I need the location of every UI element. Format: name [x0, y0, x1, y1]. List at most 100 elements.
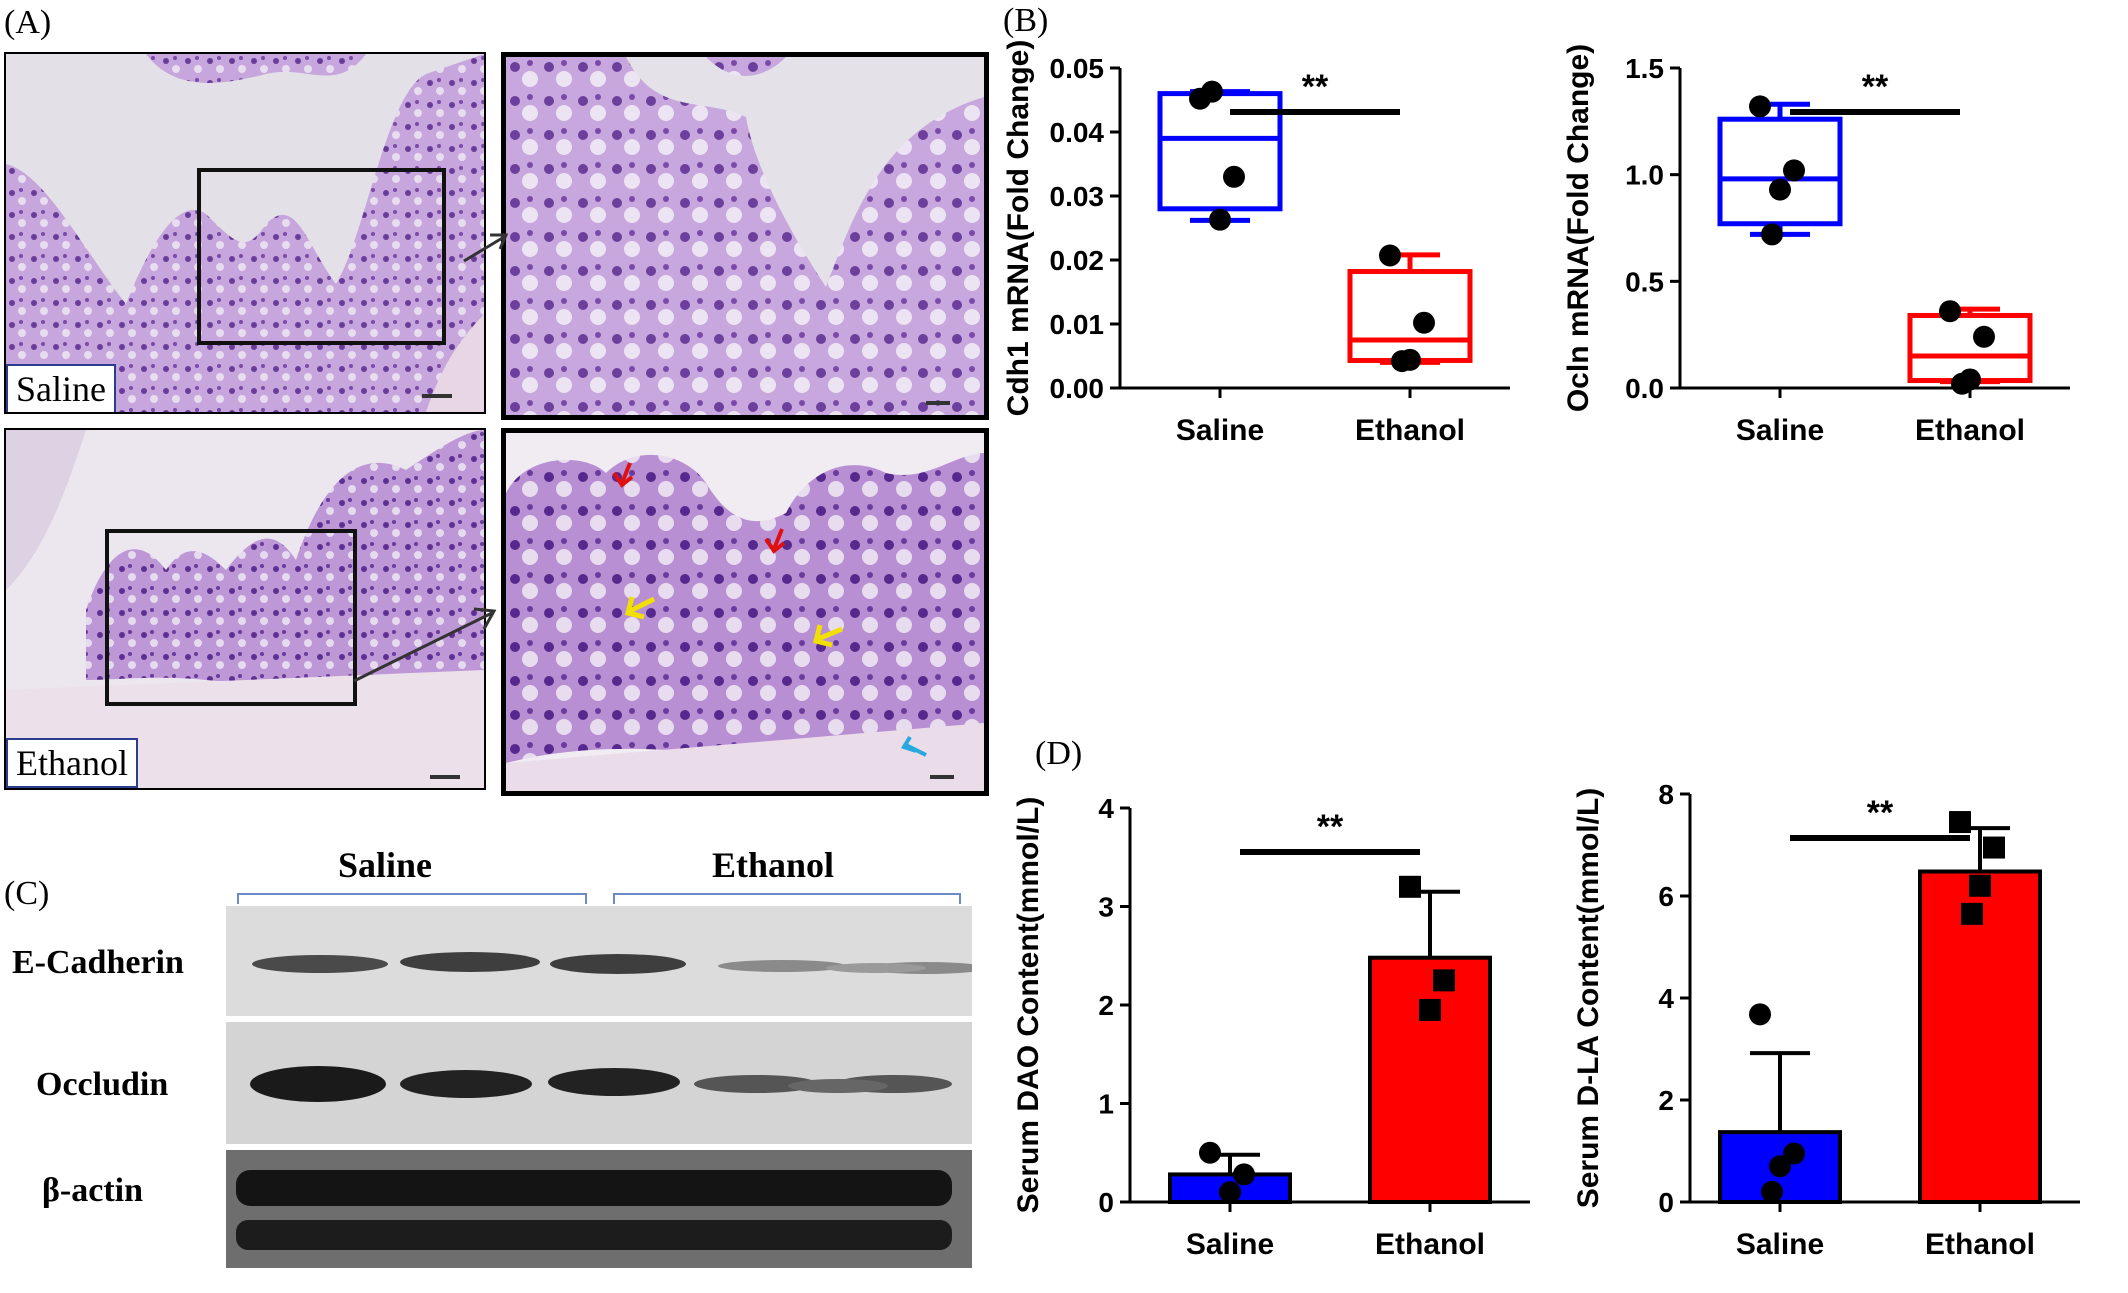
- data-point: [1761, 1180, 1783, 1203]
- blot-group-ethanol: Ethanol: [712, 845, 835, 885]
- data-point: [1783, 159, 1805, 182]
- x-tick-label: Saline: [1736, 414, 1824, 447]
- y-tick-label: 0.05: [1050, 53, 1105, 84]
- blot-row-label-occludin: Occludin: [36, 1066, 169, 1103]
- ethanol-tissue-image: [6, 430, 484, 788]
- blot-bands-occludin: [250, 1066, 952, 1102]
- x-tick-label: Ethanol: [1375, 1228, 1485, 1261]
- bar-ethanol: [1918, 869, 2042, 1205]
- saline-tissue-image: [6, 54, 484, 412]
- box-saline: [1717, 116, 1843, 227]
- data-point: [1969, 874, 1991, 897]
- blot-strip-occludin: [226, 1022, 972, 1144]
- data-point: [1951, 372, 1973, 395]
- data-point: [1219, 1181, 1241, 1204]
- x-tick-label: Saline: [1736, 1228, 1824, 1261]
- blot-row-label-actin: β-actin: [42, 1172, 144, 1209]
- data-point: [1209, 208, 1231, 231]
- blot-strip-actin: [226, 1150, 972, 1268]
- y-tick-label: 0.03: [1050, 181, 1105, 212]
- y-tick-label: 8: [1658, 779, 1674, 810]
- data-point: [1983, 836, 2005, 859]
- y-tick-label: 2: [1658, 1085, 1674, 1116]
- blot-bands-actin: [236, 1170, 952, 1250]
- data-point: [1199, 1141, 1221, 1164]
- data-point: [1399, 875, 1421, 898]
- blue-arrow-icon: [901, 735, 927, 757]
- x-tick-label: Ethanol: [1915, 414, 2025, 447]
- data-point: [1223, 165, 1245, 188]
- data-point: [1433, 969, 1455, 992]
- y-tick-label: 0.01: [1050, 309, 1105, 340]
- y-tick-label: 3: [1098, 892, 1114, 923]
- y-tick-label: 6: [1658, 881, 1674, 912]
- panel-label-b: (B): [1003, 2, 1049, 39]
- y-tick-label: 4: [1098, 793, 1114, 824]
- histology-ethanol-zoom: [501, 428, 989, 796]
- panel-label-c: (C): [4, 875, 50, 912]
- data-point: [1413, 311, 1435, 334]
- data-point: [1961, 902, 1983, 925]
- y-tick-label: 0.00: [1050, 373, 1105, 404]
- y-tick-label: 0.04: [1050, 117, 1105, 148]
- chart-cdh1-mrna: 0.00 0.01 0.02 0.03 0.04 0.05 Saline Ethanol Cdh…: [1002, 40, 1510, 447]
- blot-strip-ecadherin: [226, 906, 1122, 1016]
- x-tick-label: Saline: [1176, 414, 1264, 447]
- y-tick-label: 0: [1658, 1187, 1674, 1218]
- y-tick-label: 2: [1098, 990, 1114, 1021]
- blot-group-saline: Saline: [338, 845, 433, 885]
- bar-ethanol: [1368, 955, 1492, 1204]
- x-tick-label: Ethanol: [1355, 414, 1465, 447]
- zoom-arrow-top: [463, 233, 509, 263]
- saline-label: Saline: [6, 364, 116, 412]
- y-axis-label: Serum DAO Content(mmol/L): [1012, 797, 1045, 1214]
- data-point: [1939, 300, 1961, 323]
- y-tick-label: 0.02: [1050, 245, 1105, 276]
- y-axis-label: Serum D-LA Content(mmol/L): [1572, 788, 1605, 1209]
- box-ethanol: [1347, 269, 1473, 363]
- data-point: [1973, 325, 1995, 348]
- y-tick-label: 1: [1098, 1089, 1114, 1120]
- data-point: [1749, 1003, 1771, 1026]
- data-point: [1233, 1163, 1255, 1186]
- blot-bands-ecadherin: [252, 952, 1122, 974]
- data-point: [1379, 244, 1401, 267]
- data-point: [1749, 95, 1771, 118]
- histology-saline-zoom: [501, 52, 989, 420]
- y-tick-label: 0.0: [1625, 373, 1664, 404]
- blot-group-brackets: [237, 893, 961, 904]
- significance-label: **: [1317, 808, 1344, 846]
- y-tick-label: 1.5: [1625, 53, 1664, 84]
- chart-ocln-mrna: 0.0 0.5 1.0 1.5 Saline Ethanol Ocln mRNA(Fold …: [1562, 44, 2070, 447]
- data-point: [1419, 998, 1441, 1021]
- histology-ethanol-overview: Ethanol: [4, 428, 486, 790]
- data-point: [1949, 811, 1971, 834]
- x-tick-label: Saline: [1186, 1228, 1274, 1261]
- y-tick-label: 4: [1658, 983, 1674, 1014]
- significance-label: **: [1302, 68, 1329, 106]
- y-axis-label: Cdh1 mRNA(Fold Change): [1002, 40, 1035, 417]
- saline-zoom-image: [506, 57, 984, 415]
- chart-serum-dla: 0 2 4 6 8 Saline Ethanol Serum D-LA Content(mmo…: [1572, 779, 2080, 1261]
- yellow-arrow-icon: [624, 596, 843, 648]
- panel-label-a: (A): [4, 4, 52, 41]
- data-point: [1783, 1142, 1805, 1165]
- ethanol-label: Ethanol: [6, 738, 138, 788]
- blot-row-label-ecadherin: E-Cadherin: [12, 944, 184, 981]
- ethanol-zoom-image: [506, 433, 984, 791]
- chart-serum-dao: 0 1 2 3 4 Saline Ethanol Serum DAO Content(mmol…: [1012, 793, 1530, 1261]
- x-tick-label: Ethanol: [1925, 1228, 2035, 1261]
- significance-label: **: [1862, 68, 1889, 106]
- y-axis-label: Ocln mRNA(Fold Change): [1562, 44, 1595, 412]
- y-tick-label: 1.0: [1625, 160, 1664, 191]
- y-tick-label: 0.5: [1625, 266, 1664, 297]
- histology-saline-overview: Saline: [4, 52, 486, 414]
- data-point: [1769, 1155, 1791, 1178]
- data-point: [1201, 80, 1223, 103]
- data-point: [1391, 350, 1413, 373]
- red-arrow-icon: [612, 462, 786, 554]
- zoom-arrow-bottom: [353, 607, 497, 683]
- data-point: [1761, 223, 1783, 246]
- panel-label-d: (D): [1035, 735, 1083, 772]
- data-point: [1769, 178, 1791, 201]
